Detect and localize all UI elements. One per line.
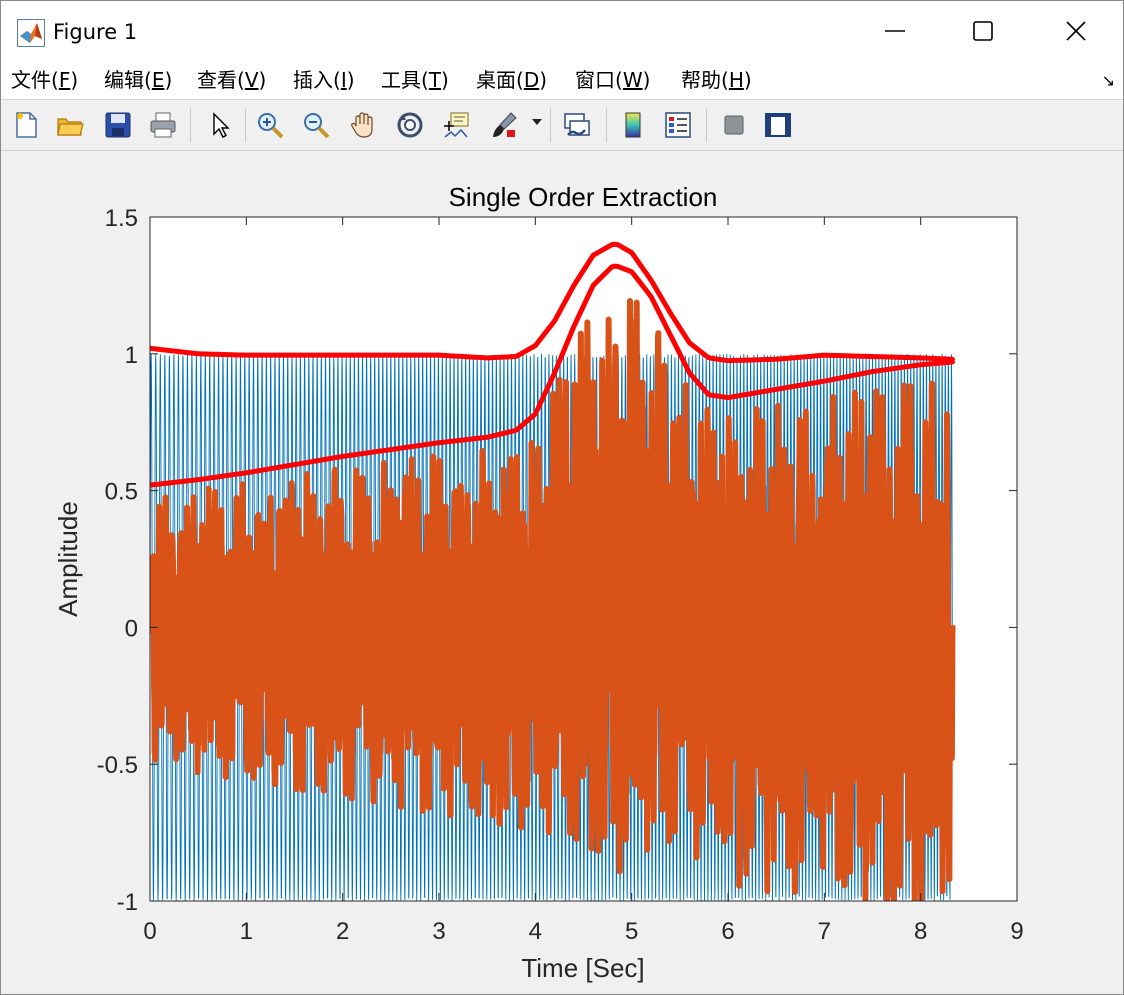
x-tick-label: 1: [240, 918, 253, 945]
legend-icon: [665, 112, 691, 138]
x-tick-label: 4: [529, 918, 542, 945]
open-file-icon: [57, 118, 84, 136]
toolbar-separator: [245, 108, 246, 142]
minimize-button[interactable]: [849, 1, 941, 61]
extracted-order-series: [150, 297, 956, 901]
new-figure-button[interactable]: [9, 108, 43, 142]
x-tick-label: 7: [818, 918, 831, 945]
close-button[interactable]: [1030, 1, 1122, 61]
toolbar-separator: [550, 108, 551, 142]
y-tick-label: 1.5: [105, 205, 138, 232]
figure-toolbar: [1, 100, 1123, 151]
menu-window[interactable]: 窗口(W): [575, 68, 651, 92]
menu-tools[interactable]: 工具(T): [381, 68, 449, 92]
window-title: Figure 1: [53, 20, 138, 44]
zoom-in-icon: [258, 113, 284, 139]
maximize-button[interactable]: [937, 1, 1029, 61]
figure-canvas: 0 1 2 3 4 5 6 7 8 9 1.5 1 0.5 0 -0.5 -1 Single Order Ex…: [1, 151, 1123, 994]
minimize-icon: [885, 30, 905, 32]
link-plot-button[interactable]: [560, 108, 594, 142]
brush-button[interactable]: [487, 108, 521, 142]
link-plot-icon: [564, 113, 590, 136]
toolbar-separator: [190, 108, 191, 142]
save-icon: [105, 112, 131, 138]
open-file-button[interactable]: [53, 108, 87, 142]
rotate-3d-button[interactable]: [393, 108, 427, 142]
print-icon: [150, 112, 176, 138]
zoom-out-icon: [304, 113, 330, 139]
brush-icon: [493, 112, 517, 137]
hide-plot-tools-icon: [724, 115, 744, 135]
legend-button[interactable]: [661, 108, 695, 142]
y-tick-label: 0: [125, 615, 138, 642]
lower-envelope-series: [150, 263, 955, 488]
y-axis-label: Amplitude: [53, 501, 83, 617]
x-tick-label: 0: [143, 918, 156, 945]
menu-help[interactable]: 帮助(H): [681, 68, 752, 92]
show-plot-tools-button[interactable]: [761, 108, 795, 142]
new-figure-icon: [16, 112, 37, 138]
data-cursor-button[interactable]: [439, 108, 473, 142]
y-tick-label: -0.5: [97, 752, 138, 779]
hide-plot-tools-button[interactable]: [717, 108, 751, 142]
y-tick-label: 0.5: [105, 479, 138, 506]
upper-envelope-series: [150, 241, 955, 364]
maximize-icon: [973, 21, 993, 41]
show-plot-tools-icon: [765, 113, 791, 137]
pan-hand-icon: [351, 112, 373, 138]
dock-arrow-icon[interactable]: ↘: [1101, 71, 1115, 90]
zoom-in-button[interactable]: [253, 108, 287, 142]
menu-file[interactable]: 文件(F): [11, 68, 79, 92]
matlab-logo-icon: [17, 19, 45, 47]
x-axis-label: Time [Sec]: [521, 953, 644, 983]
zoom-out-button[interactable]: [299, 108, 333, 142]
x-tick-label: 9: [1010, 918, 1023, 945]
chart-title: Single Order Extraction: [449, 182, 718, 212]
menu-desktop[interactable]: 桌面(D): [476, 68, 548, 92]
title-bar: Figure 1: [1, 1, 1123, 61]
colorbar-icon: [625, 112, 641, 138]
menu-bar: 文件(F) 编辑(E) 查看(V) 插入(I) 工具(T) 桌面(D) 窗口(W…: [1, 61, 1123, 100]
colorbar-button[interactable]: [616, 108, 650, 142]
toolbar-separator: [706, 108, 707, 142]
x-tick-label: 8: [914, 918, 927, 945]
x-tick-label: 3: [432, 918, 445, 945]
print-button[interactable]: [146, 108, 180, 142]
data-cursor-icon: [444, 112, 469, 138]
toolbar-separator: [606, 108, 607, 142]
save-button[interactable]: [101, 108, 135, 142]
x-tick-label: 2: [336, 918, 349, 945]
menu-view[interactable]: 查看(V): [197, 68, 267, 92]
x-tick-label: 5: [625, 918, 638, 945]
close-icon: [1066, 21, 1086, 41]
pan-button[interactable]: [346, 108, 380, 142]
y-tick-label: 1: [125, 342, 138, 369]
menu-edit[interactable]: 编辑(E): [104, 68, 173, 92]
plot-svg[interactable]: 0 1 2 3 4 5 6 7 8 9 1.5 1 0.5 0 -0.5 -1 Single Order Ex…: [1, 151, 1123, 994]
pointer-button[interactable]: [203, 108, 237, 142]
pointer-icon: [213, 112, 230, 138]
rotate-3d-icon: [397, 112, 423, 138]
x-tick-label: 6: [721, 918, 734, 945]
menu-insert[interactable]: 插入(I): [293, 68, 355, 92]
axes-box: [149, 216, 1018, 902]
y-tick-label: -1: [117, 889, 138, 916]
brush-dropdown-arrow[interactable]: [532, 119, 542, 125]
